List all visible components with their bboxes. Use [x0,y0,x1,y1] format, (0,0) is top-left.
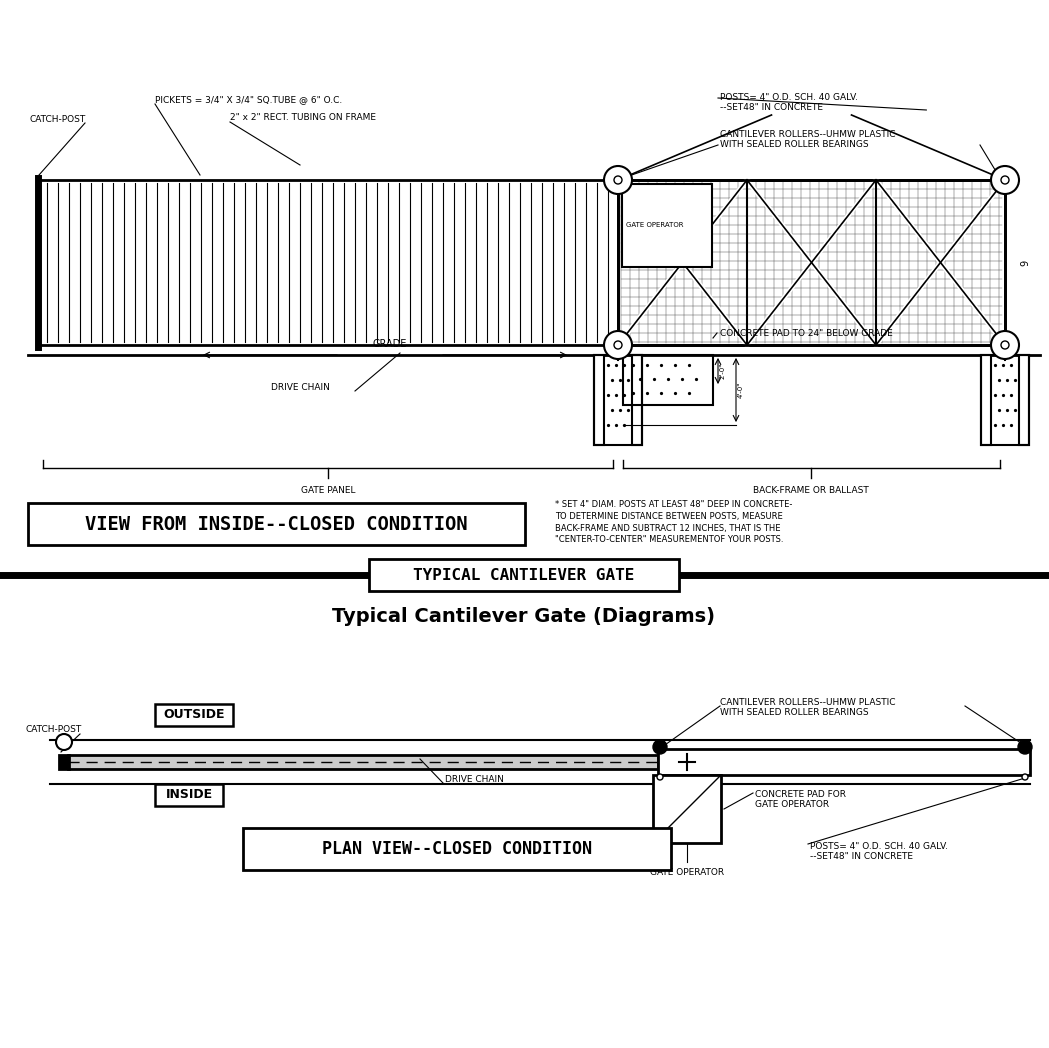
Text: POSTS= 4" O.D. SCH. 40 GALV.
--SET48" IN CONCRETE: POSTS= 4" O.D. SCH. 40 GALV. --SET48" IN… [810,842,948,861]
Bar [243,828,671,870]
Text: 2'-0": 2'-0" [720,363,726,379]
Text: CANTILEVER ROLLERS--UHMW PLASTIC
WITH SEALED ROLLER BEARINGS: CANTILEVER ROLLERS--UHMW PLASTIC WITH SE… [720,698,896,718]
Circle shape [652,740,667,754]
Circle shape [1001,341,1009,349]
Text: DRIVE CHAIN: DRIVE CHAIN [271,384,329,393]
Bar [658,749,1030,776]
Text: CONCRETE PAD FOR
GATE OPERATOR: CONCRETE PAD FOR GATE OPERATOR [755,790,845,809]
Text: CANTILEVER ROLLERS--UHMW PLASTIC
WITH SEALED ROLLER BEARINGS: CANTILEVER ROLLERS--UHMW PLASTIC WITH SE… [720,130,896,150]
Text: POSTS= 4" O.D. SCH. 40 GALV.
--SET48" IN CONCRETE: POSTS= 4" O.D. SCH. 40 GALV. --SET48" IN… [720,93,858,112]
Bar [652,776,721,843]
Bar [68,755,658,769]
Text: GATE OPERATOR: GATE OPERATOR [650,868,724,877]
Bar [623,355,713,405]
Circle shape [614,176,622,184]
Text: Typical Cantilever Gate (Diagrams): Typical Cantilever Gate (Diagrams) [333,608,715,627]
Text: GATE OPERATOR: GATE OPERATOR [626,222,684,228]
Circle shape [1018,740,1032,754]
Text: PICKETS = 3/4" X 3/4" SQ.TUBE @ 6" O.C.: PICKETS = 3/4" X 3/4" SQ.TUBE @ 6" O.C. [155,95,342,105]
Bar [622,184,712,266]
Bar [594,355,604,445]
Bar [1019,355,1029,445]
Circle shape [56,734,72,750]
Text: CATCH-POST: CATCH-POST [30,115,86,125]
Bar [38,180,618,345]
Bar [369,559,679,591]
Text: DRIVE CHAIN: DRIVE CHAIN [445,776,504,785]
Text: CATCH-POST: CATCH-POST [25,725,81,735]
Bar [155,704,233,726]
Text: BACK-FRAME OR BALLAST: BACK-FRAME OR BALLAST [753,486,869,495]
Text: * SET 4" DIAM. POSTS AT LEAST 48" DEEP IN CONCRETE-
TO DETERMINE DISTANCE BETWEE: * SET 4" DIAM. POSTS AT LEAST 48" DEEP I… [555,500,792,544]
Bar [981,355,1029,445]
Text: 4'-0": 4'-0" [738,381,744,398]
Circle shape [657,774,663,780]
Bar [59,755,69,769]
Circle shape [614,341,622,349]
Bar [594,355,642,445]
Circle shape [1001,176,1009,184]
Bar [28,503,524,545]
Bar [631,355,642,445]
Text: INSIDE: INSIDE [166,788,213,802]
Text: GATE PANEL: GATE PANEL [301,486,356,495]
Text: OUTSIDE: OUTSIDE [164,708,224,721]
Circle shape [604,166,631,194]
Text: GRADE: GRADE [372,339,407,349]
Text: 9: 9 [1020,260,1030,265]
Bar [981,355,991,445]
Bar [618,180,1005,345]
Text: 2" x 2" RECT. TUBING ON FRAME: 2" x 2" RECT. TUBING ON FRAME [230,113,376,123]
Bar [618,180,1005,345]
Circle shape [991,166,1019,194]
Text: CONCRETE PAD TO 24" BELOW GRADE: CONCRETE PAD TO 24" BELOW GRADE [720,328,893,337]
Circle shape [991,331,1019,359]
Text: TYPICAL CANTILEVER GATE: TYPICAL CANTILEVER GATE [413,568,635,583]
Circle shape [604,331,631,359]
Bar [155,784,223,806]
Text: PLAN VIEW--CLOSED CONDITION: PLAN VIEW--CLOSED CONDITION [322,840,592,858]
Text: VIEW FROM INSIDE--CLOSED CONDITION: VIEW FROM INSIDE--CLOSED CONDITION [85,515,468,533]
Circle shape [1022,774,1028,780]
